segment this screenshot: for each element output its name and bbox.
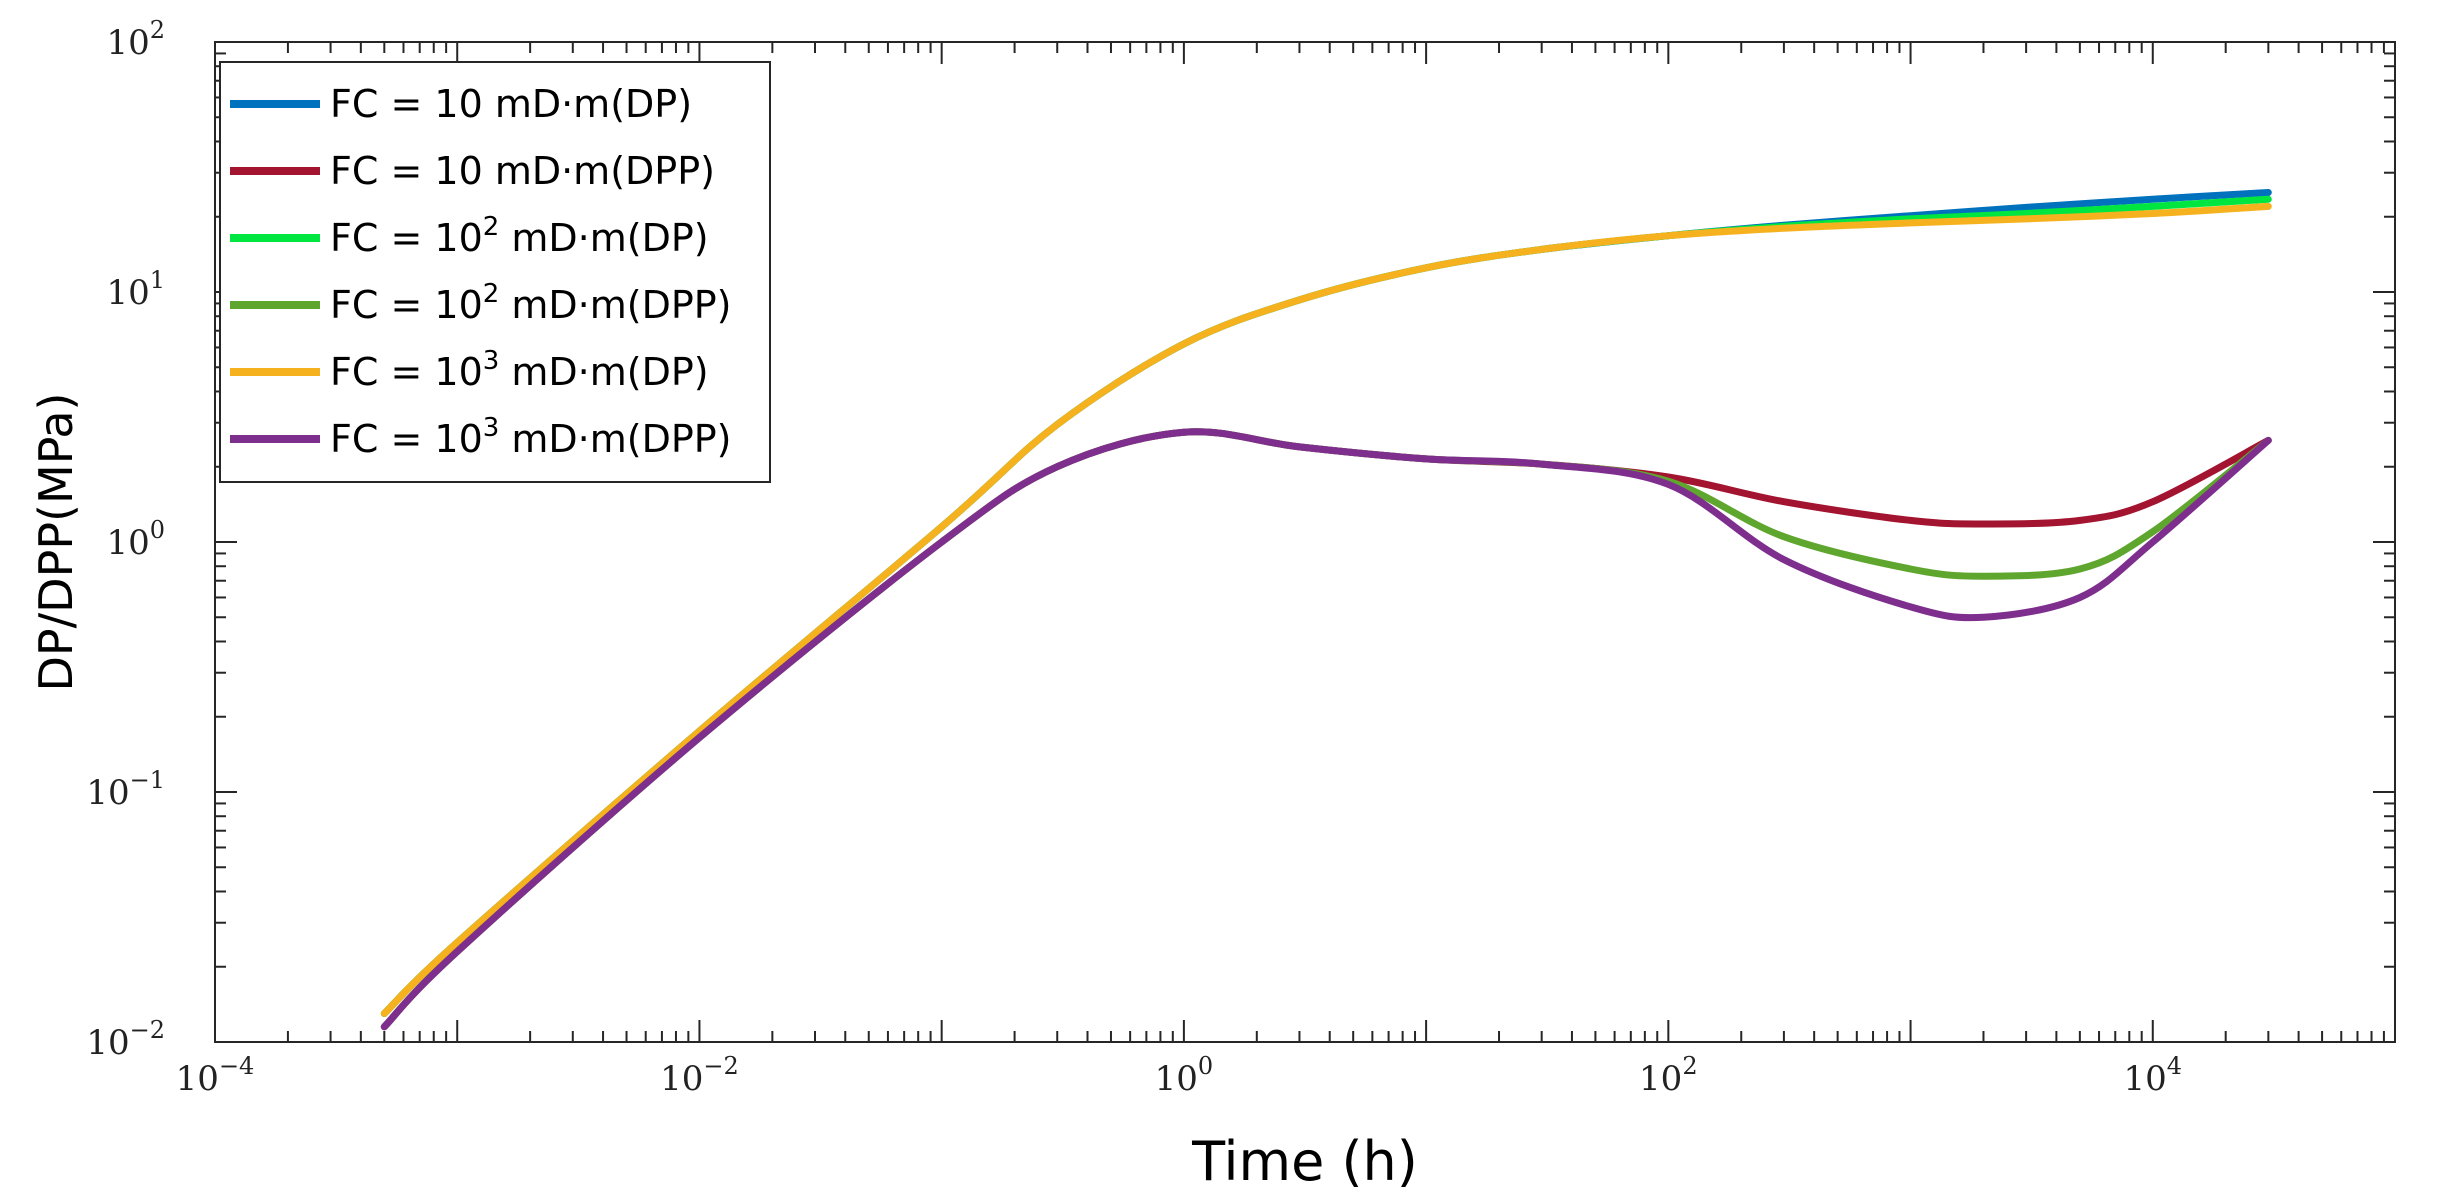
y-tick-label: 102	[106, 16, 165, 63]
legend-box	[219, 61, 771, 483]
x-tick-label: 100	[1155, 1052, 1214, 1099]
series-layer	[380, 189, 2272, 1031]
legend: FC = 10 mD·m(DP) FC = 10 mD·m(DPP) FC = 10…	[219, 61, 771, 483]
x-tick-label: 10−2	[660, 1052, 739, 1099]
x-tick-label: 10−4	[176, 1052, 255, 1099]
legend-entry-label: FC = 102 mD·m(DP)	[330, 212, 709, 260]
legend-entry-label: FC = 102 mD·m(DPP)	[330, 279, 732, 327]
y-tick-label: 10−2	[86, 1016, 165, 1063]
x-axis-ticks: 10−4 10−2 100 102 104	[176, 42, 2396, 1099]
y-tick-label: 10−1	[86, 766, 165, 813]
legend-entry-label: FC = 10 mD·m(DPP)	[330, 149, 715, 193]
legend-entry-label: FC = 103 mD·m(DPP)	[330, 413, 732, 461]
y-tick-label: 101	[106, 266, 165, 313]
legend-entry-label: FC = 10 mD·m(DP)	[330, 82, 692, 126]
x-tick-label: 102	[1639, 1052, 1698, 1099]
series-line-5	[380, 202, 2272, 1017]
series-line-6	[380, 428, 2272, 1031]
x-axis-title: Time (h)	[1191, 1130, 1418, 1193]
y-axis-title: DP/DPP(MPa)	[29, 393, 83, 692]
x-tick-label: 104	[2124, 1052, 2183, 1099]
legend-entry-label: FC = 103 mD·m(DP)	[330, 346, 709, 394]
y-tick-label: 100	[106, 516, 165, 563]
